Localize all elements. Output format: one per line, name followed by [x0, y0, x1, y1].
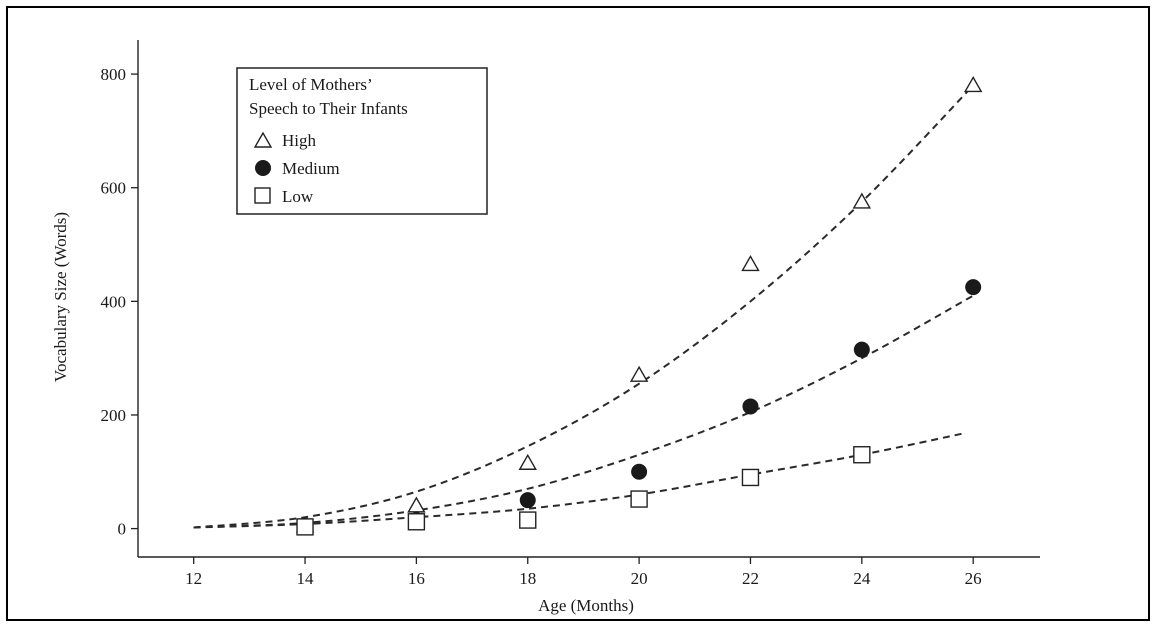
legend-triangle-icon [253, 131, 273, 148]
x-tick-label: 18 [519, 569, 536, 588]
legend-label-high: High [282, 131, 317, 150]
point-medium [742, 398, 759, 415]
y-tick-label: 200 [101, 406, 127, 425]
y-tick-label: 400 [101, 292, 127, 311]
point-low [630, 490, 648, 508]
x-tick-label: 22 [742, 569, 759, 588]
point-medium [853, 341, 870, 358]
legend: Level of Mothers’ Speech to Their Infant… [236, 67, 488, 215]
x-tick-label: 12 [185, 569, 202, 588]
point-low [407, 513, 426, 531]
point-medium [965, 279, 982, 296]
legend-title-line1: Level of Mothers’ [249, 75, 373, 94]
x-tick-label: 26 [965, 569, 982, 588]
legend-label-low: Low [282, 187, 314, 206]
point-low [296, 518, 314, 536]
ticks: 12 14 16 18 20 22 24 26 0 200 400 600 800 [101, 65, 982, 588]
point-low [853, 446, 871, 464]
point-high [741, 255, 760, 272]
x-axis-title: Age (Months) [538, 596, 634, 615]
y-tick-label: 600 [101, 179, 127, 198]
x-tick-label: 20 [631, 569, 648, 588]
legend-circle-icon [255, 160, 271, 176]
y-tick-label: 0 [118, 520, 127, 539]
axes [137, 40, 1040, 558]
point-high [629, 365, 649, 382]
point-medium [519, 492, 536, 509]
point-low [519, 511, 537, 529]
trend-line-low [193, 432, 963, 529]
legend-box [236, 67, 488, 215]
point-high [852, 192, 872, 209]
x-tick-label: 24 [853, 569, 871, 588]
x-tick-label: 14 [297, 569, 315, 588]
legend-square-icon [254, 187, 271, 204]
point-medium [631, 463, 648, 480]
y-axis-title: Vocabulary Size (Words) [51, 212, 70, 382]
legend-title-line2: Speech to Their Infants [249, 99, 408, 118]
y-tick-label: 800 [101, 65, 127, 84]
point-high [407, 496, 426, 513]
point-high [518, 453, 537, 470]
point-low [741, 468, 760, 487]
x-tick-label: 16 [408, 569, 425, 588]
legend-label-medium: Medium [282, 159, 340, 178]
trend-line-medium [193, 294, 974, 529]
data-points [295, 76, 983, 536]
point-high [963, 76, 983, 93]
figure-frame [6, 6, 1150, 621]
